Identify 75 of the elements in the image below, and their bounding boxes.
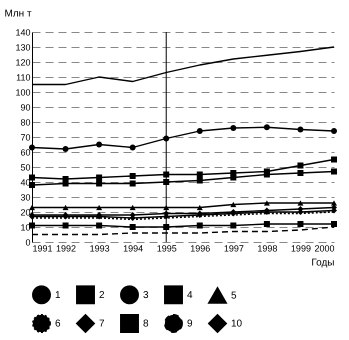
legend-label: 5	[231, 290, 237, 302]
y-axis-title: Млн т	[4, 8, 32, 20]
y-tick-label: 90	[20, 102, 30, 112]
point	[196, 222, 203, 228]
point	[264, 124, 270, 130]
point	[264, 200, 270, 206]
point	[130, 144, 136, 150]
legend-label: 7	[99, 318, 105, 330]
point	[331, 168, 337, 174]
point	[331, 156, 337, 162]
point	[331, 221, 337, 227]
y-tick-label: 70	[20, 132, 30, 142]
point	[230, 174, 236, 180]
x-tick-label: 1996	[190, 244, 210, 254]
x-tick-label: 1999	[290, 244, 311, 254]
point	[96, 174, 102, 180]
point	[297, 200, 304, 206]
point	[96, 204, 102, 210]
x-tick-label: 1991	[32, 244, 53, 254]
x-tick-label: 1998	[257, 244, 278, 254]
point	[331, 128, 337, 134]
legend-label: 8	[143, 318, 149, 330]
x-tick-label: 1995	[156, 244, 177, 254]
point	[264, 221, 270, 227]
point	[196, 178, 203, 184]
legend-label: 4	[187, 290, 193, 301]
point	[230, 202, 236, 208]
point	[62, 180, 69, 186]
point	[297, 221, 304, 227]
legend-label: 2	[99, 290, 105, 301]
point	[264, 172, 270, 178]
x-tick-label: 1994	[123, 244, 144, 254]
y-tick-label: 120	[15, 58, 30, 68]
point	[196, 204, 203, 210]
point	[130, 204, 136, 210]
y-tick-label: 0	[25, 238, 30, 248]
legend-label: 6	[55, 318, 61, 330]
legend-label: 1	[55, 290, 61, 301]
y-tick-label: 30	[20, 192, 30, 202]
point	[196, 172, 203, 178]
point	[96, 222, 102, 228]
legend-label: 3	[143, 290, 149, 301]
y-tick-label: 20	[20, 208, 30, 218]
point	[62, 222, 69, 228]
legend-label: 10	[231, 318, 243, 330]
y-tick-label: 130	[15, 42, 30, 52]
point	[297, 162, 304, 168]
point	[196, 128, 203, 134]
y-tick-label: 140	[15, 28, 30, 38]
point	[331, 200, 337, 206]
point	[62, 204, 69, 210]
point	[96, 142, 102, 148]
point	[62, 146, 69, 152]
point	[29, 174, 35, 180]
y-tick-label: 110	[16, 72, 30, 82]
point	[230, 125, 236, 131]
y-tick-label: 100	[15, 88, 30, 98]
x-tick-label: 1992	[56, 244, 76, 254]
point	[96, 180, 102, 186]
point	[230, 222, 236, 228]
point	[297, 126, 304, 132]
y-tick-label: 80	[20, 118, 30, 128]
point	[297, 170, 304, 176]
point	[29, 144, 35, 150]
point	[130, 224, 136, 230]
x-tick-label: 1993	[90, 244, 110, 254]
y-tick-label: 50	[20, 162, 30, 172]
x-tick-label: 1997	[224, 244, 244, 254]
point	[29, 204, 35, 210]
point	[130, 180, 136, 186]
y-tick-label: 60	[20, 148, 30, 158]
legend-label: 9	[187, 318, 193, 330]
x-tick-label: 2000	[314, 244, 334, 254]
x-axis-title: Годы	[311, 258, 334, 268]
point	[130, 173, 136, 179]
